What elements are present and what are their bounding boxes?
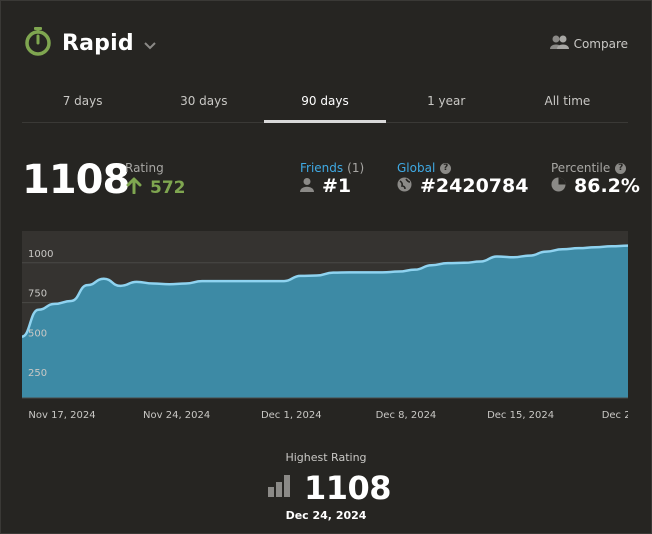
highest-rating: 1108 [268,469,392,507]
x-tick-label: Dec 1, 2024 [261,410,322,421]
rating-change: 572 [126,177,186,199]
x-tick-label: Dec 8, 2024 [376,410,437,421]
global-rank-value: #2420784 [420,175,529,197]
tab-1-year[interactable]: 1 year [427,94,466,108]
y-tick-label: 750 [28,289,47,300]
friends-rank: #1 [300,175,351,197]
y-tick-label: 1000 [28,249,53,260]
highest-rating-date: Dec 24, 2024 [285,509,367,522]
arrow-up-icon [126,177,150,199]
page-title: Rapid [62,30,134,56]
percentile: 86.2% [551,175,640,197]
friends-label-text: Friends [300,161,344,175]
chevron-down-icon[interactable] [144,35,156,54]
global-rank: #2420784 [397,175,528,197]
x-tick-label: Dec 22, 2024 [602,410,628,421]
rating-change-value: 572 [150,178,186,198]
tab-30-days[interactable]: 30 days [180,94,228,108]
rating-label: Rating [125,161,164,175]
tab-90-days[interactable]: 90 days [264,90,386,123]
rating-chart[interactable]: 250 500 750 1000 Nov 17, 2024 Nov 24, 2024 De… [22,231,628,426]
friends-label[interactable]: Friends (1) [300,161,364,175]
header: Rapid [24,26,156,60]
friends-count: (1) [347,161,365,175]
tab-all-time[interactable]: All time [544,94,591,108]
bar-chart-icon [268,475,292,501]
tab-7-days[interactable]: 7 days [62,94,103,108]
rating-line [22,244,628,338]
highest-rating-value: 1108 [304,469,392,507]
period-tabs: 7 days 30 days 90 days 1 year All time [22,90,628,123]
global-label[interactable]: Global ? [397,161,452,175]
current-rating: 1108 [22,157,130,203]
y-tick-label: 250 [28,368,47,379]
x-tick-label: Dec 15, 2024 [487,410,554,421]
stopwatch-icon [24,26,52,60]
y-tick-label: 500 [28,328,47,339]
percentile-label-text: Percentile [551,161,611,175]
help-icon[interactable]: ? [440,162,452,174]
pie-chart-icon [551,175,574,197]
x-tick-label: Nov 24, 2024 [143,410,210,421]
x-tick-label: Nov 17, 2024 [28,410,95,421]
percentile-label: Percentile ? [551,161,627,175]
compare-button[interactable]: Compare [549,34,628,53]
highest-rating-label: Highest Rating [285,451,367,464]
rating-area [22,245,628,398]
globe-icon [397,175,420,197]
friends-rank-value: #1 [322,175,352,197]
compare-label: Compare [573,36,628,51]
users-icon [549,34,570,53]
global-label-text: Global [397,161,436,175]
user-icon [300,175,322,197]
percentile-value: 86.2% [574,175,640,197]
help-icon[interactable]: ? [615,162,627,174]
